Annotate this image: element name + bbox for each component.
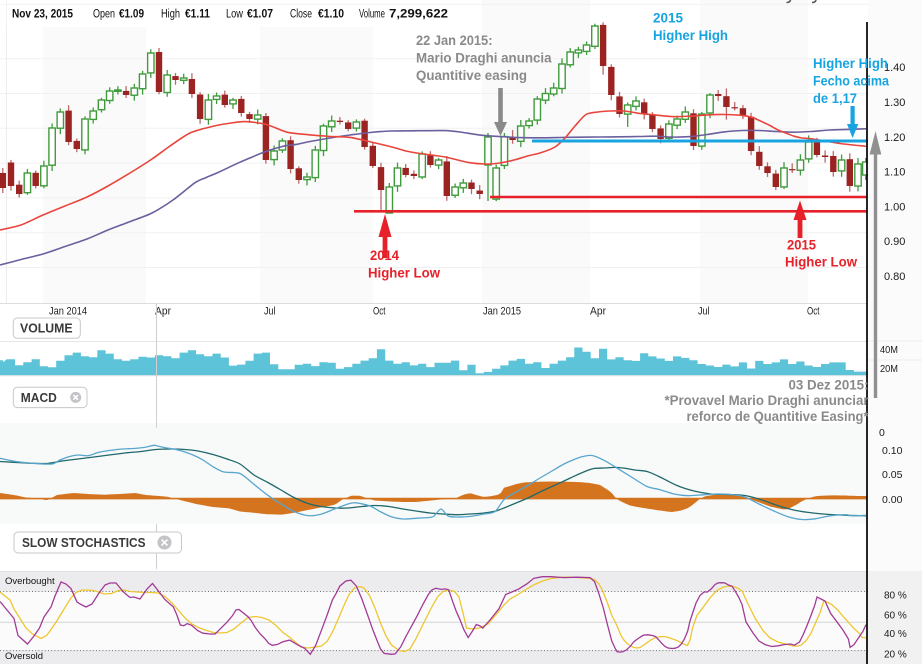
- svg-text:Higher High: Higher High: [813, 56, 888, 71]
- svg-text:1.10: 1.10: [884, 167, 905, 179]
- svg-text:1.20: 1.20: [884, 132, 905, 144]
- svg-text:Volume: Volume: [359, 9, 385, 21]
- svg-text:2014: 2014: [370, 248, 399, 263]
- svg-text:Jul: Jul: [698, 306, 710, 318]
- svg-text:1.00: 1.00: [884, 201, 905, 213]
- svg-text:Overbought: Overbought: [5, 576, 55, 587]
- svg-text:1.40: 1.40: [884, 62, 905, 74]
- svg-text:7,299,622: 7,299,622: [389, 9, 448, 21]
- svg-text:Jan 2015: Jan 2015: [483, 306, 521, 318]
- svg-text:Open: Open: [93, 9, 115, 21]
- svg-text:SLOW STOCHASTICS: SLOW STOCHASTICS: [22, 536, 146, 550]
- svg-text:20M: 20M: [880, 363, 898, 375]
- svg-text:VOLUME: VOLUME: [20, 321, 73, 335]
- svg-text:Quantitive easing: Quantitive easing: [416, 68, 527, 83]
- svg-text:20 %: 20 %: [884, 650, 907, 661]
- svg-text:0: 0: [879, 427, 885, 439]
- svg-text:€1.07: €1.07: [247, 9, 273, 21]
- svg-text:22 Jan 2015:: 22 Jan 2015:: [416, 33, 493, 48]
- svg-text:High: High: [161, 9, 180, 21]
- svg-text:de 1,17: de 1,17: [813, 91, 857, 106]
- svg-text:Apr: Apr: [155, 306, 171, 318]
- svg-text:0.00: 0.00: [882, 494, 903, 506]
- svg-text:Fecho acima: Fecho acima: [813, 74, 889, 89]
- svg-text:2015: 2015: [653, 11, 683, 26]
- svg-text:Jul: Jul: [264, 306, 276, 318]
- svg-text:60 %: 60 %: [884, 610, 907, 621]
- svg-text:40 %: 40 %: [884, 629, 907, 640]
- svg-text:Higher Low: Higher Low: [785, 255, 857, 270]
- svg-text:0.80: 0.80: [884, 271, 905, 283]
- svg-text:€1.09: €1.09: [119, 9, 144, 21]
- svg-text:Oversold: Oversold: [5, 651, 43, 662]
- svg-text:2015: 2015: [787, 238, 816, 253]
- svg-text:0.05: 0.05: [882, 469, 903, 481]
- svg-text:Jan 2014: Jan 2014: [49, 306, 87, 318]
- svg-text:MACD: MACD: [21, 391, 57, 405]
- svg-text:0.10: 0.10: [882, 445, 903, 457]
- svg-text:reforco de Quantitive Easing*: reforco de Quantitive Easing*: [687, 409, 870, 424]
- svg-text:Oct: Oct: [373, 306, 386, 318]
- svg-text:*Provavel Mario Draghi anuncia: *Provavel Mario Draghi anunciar: [665, 393, 870, 408]
- svg-text:Apr: Apr: [590, 306, 606, 318]
- svg-text:€1.11: €1.11: [185, 9, 211, 21]
- svg-text:€1.10: €1.10: [318, 9, 344, 21]
- svg-text:Higher Low: Higher Low: [368, 266, 440, 281]
- svg-text:Nov 23, 2015: Nov 23, 2015: [12, 9, 74, 21]
- svg-text:80 %: 80 %: [884, 590, 907, 601]
- svg-text:0.90: 0.90: [884, 236, 905, 248]
- svg-text:Close: Close: [290, 9, 312, 21]
- svg-text:Mario Draghi anuncia: Mario Draghi anuncia: [416, 51, 552, 66]
- svg-text:1.30: 1.30: [884, 97, 905, 109]
- svg-text:Oct: Oct: [807, 306, 820, 318]
- svg-text:03 Dez 2015:: 03 Dez 2015:: [789, 378, 869, 393]
- svg-text:Low: Low: [226, 9, 244, 21]
- svg-text:Higher High: Higher High: [653, 28, 728, 43]
- svg-text:40M: 40M: [880, 344, 898, 356]
